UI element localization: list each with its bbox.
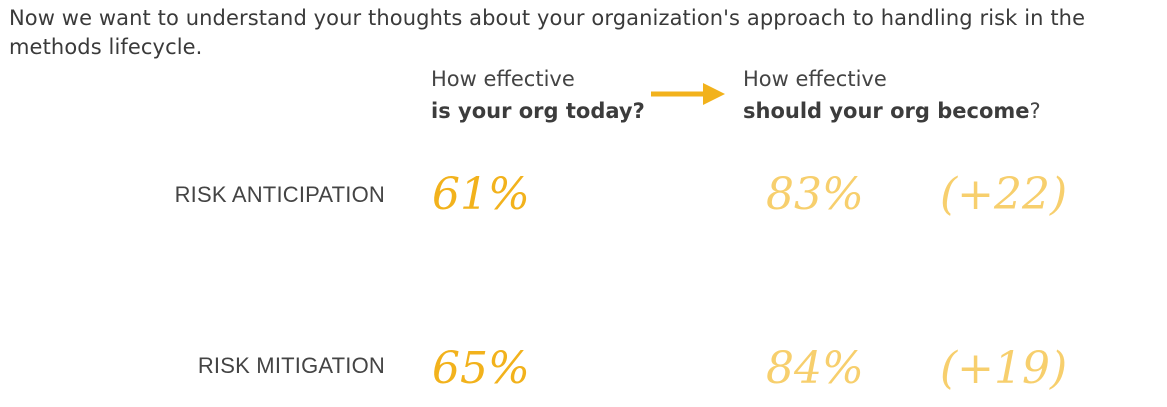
column-header-become-line2: should your org become?	[743, 95, 1041, 127]
risk-anticipation-today-value: 61%	[432, 169, 530, 220]
risk-mitigation-become-value: 84%	[766, 343, 864, 394]
column-header-become-line1: How effective	[743, 67, 887, 91]
row-label-risk-anticipation: RISK ANTICIPATION	[174, 182, 385, 207]
risk-anticipation-delta: (+22)	[940, 169, 1068, 220]
row-label-risk-mitigation: RISK MITIGATION	[197, 353, 385, 378]
column-header-become-line2-bold: should your org become	[743, 99, 1030, 123]
column-header-today: How effective is your org today?	[431, 63, 645, 127]
column-header-today-line1: How effective	[431, 67, 575, 91]
risk-mitigation-delta: (+19)	[940, 343, 1068, 394]
risk-anticipation-become-value: 83%	[766, 169, 864, 220]
risk-mitigation-today-value: 65%	[432, 343, 530, 394]
intro-text: Now we want to understand your thoughts …	[9, 6, 1086, 59]
arrow-right-icon	[651, 83, 725, 105]
column-header-become-line2-tail: ?	[1029, 99, 1041, 123]
column-header-today-line2: is your org today?	[431, 99, 645, 123]
column-header-become: How effective should your org become?	[743, 63, 1041, 127]
